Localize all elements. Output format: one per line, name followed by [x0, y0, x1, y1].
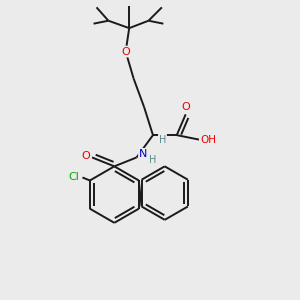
Text: O: O [181, 102, 190, 112]
Text: H: H [149, 155, 157, 165]
Text: OH: OH [200, 135, 216, 145]
Text: H: H [159, 135, 166, 145]
Text: O: O [121, 46, 130, 57]
Text: N: N [139, 149, 147, 159]
Text: O: O [81, 151, 90, 161]
Text: Cl: Cl [68, 172, 79, 182]
